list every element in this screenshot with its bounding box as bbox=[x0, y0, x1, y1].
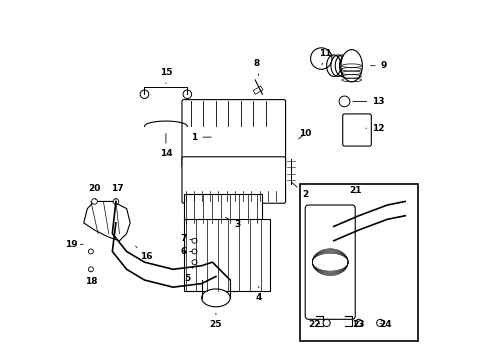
FancyBboxPatch shape bbox=[305, 205, 354, 319]
Text: 15: 15 bbox=[160, 68, 172, 84]
Text: 9: 9 bbox=[370, 61, 386, 70]
Circle shape bbox=[310, 48, 331, 69]
Circle shape bbox=[88, 249, 93, 254]
Text: 4: 4 bbox=[255, 286, 262, 302]
Circle shape bbox=[140, 90, 148, 99]
Text: 23: 23 bbox=[352, 320, 365, 329]
Circle shape bbox=[113, 199, 119, 204]
FancyBboxPatch shape bbox=[342, 114, 370, 146]
Circle shape bbox=[183, 90, 191, 99]
Text: 20: 20 bbox=[88, 184, 101, 200]
Circle shape bbox=[192, 238, 197, 243]
Text: 13: 13 bbox=[352, 97, 384, 106]
Text: 18: 18 bbox=[84, 271, 97, 286]
Text: 6: 6 bbox=[180, 247, 192, 256]
Text: 21: 21 bbox=[348, 185, 361, 194]
Ellipse shape bbox=[340, 50, 362, 82]
Text: 11: 11 bbox=[318, 49, 330, 65]
Circle shape bbox=[323, 319, 329, 327]
Text: 19: 19 bbox=[65, 240, 83, 249]
Text: 12: 12 bbox=[365, 124, 384, 133]
Bar bbox=[183, 194, 262, 223]
Text: 8: 8 bbox=[253, 59, 260, 76]
Text: 17: 17 bbox=[111, 184, 124, 200]
FancyBboxPatch shape bbox=[182, 100, 285, 167]
Circle shape bbox=[192, 260, 197, 265]
Circle shape bbox=[339, 96, 349, 107]
Bar bbox=[253, 86, 263, 94]
Circle shape bbox=[354, 319, 362, 327]
Text: 1: 1 bbox=[191, 132, 211, 141]
Text: 7: 7 bbox=[180, 234, 192, 243]
Text: 25: 25 bbox=[209, 313, 222, 329]
Text: 3: 3 bbox=[225, 217, 240, 229]
Text: 14: 14 bbox=[159, 134, 172, 158]
FancyBboxPatch shape bbox=[182, 157, 285, 203]
Polygon shape bbox=[83, 202, 130, 241]
Circle shape bbox=[88, 267, 93, 272]
Text: 16: 16 bbox=[135, 246, 152, 261]
Ellipse shape bbox=[201, 289, 230, 307]
Bar bbox=[183, 219, 269, 291]
Bar bbox=[299, 184, 417, 341]
Text: 10: 10 bbox=[298, 129, 311, 139]
Text: 2: 2 bbox=[291, 182, 308, 199]
Circle shape bbox=[376, 319, 383, 327]
Text: 5: 5 bbox=[184, 266, 193, 283]
Circle shape bbox=[91, 199, 97, 204]
Text: 22: 22 bbox=[307, 320, 320, 329]
Text: 24: 24 bbox=[379, 320, 391, 329]
Circle shape bbox=[192, 249, 197, 254]
